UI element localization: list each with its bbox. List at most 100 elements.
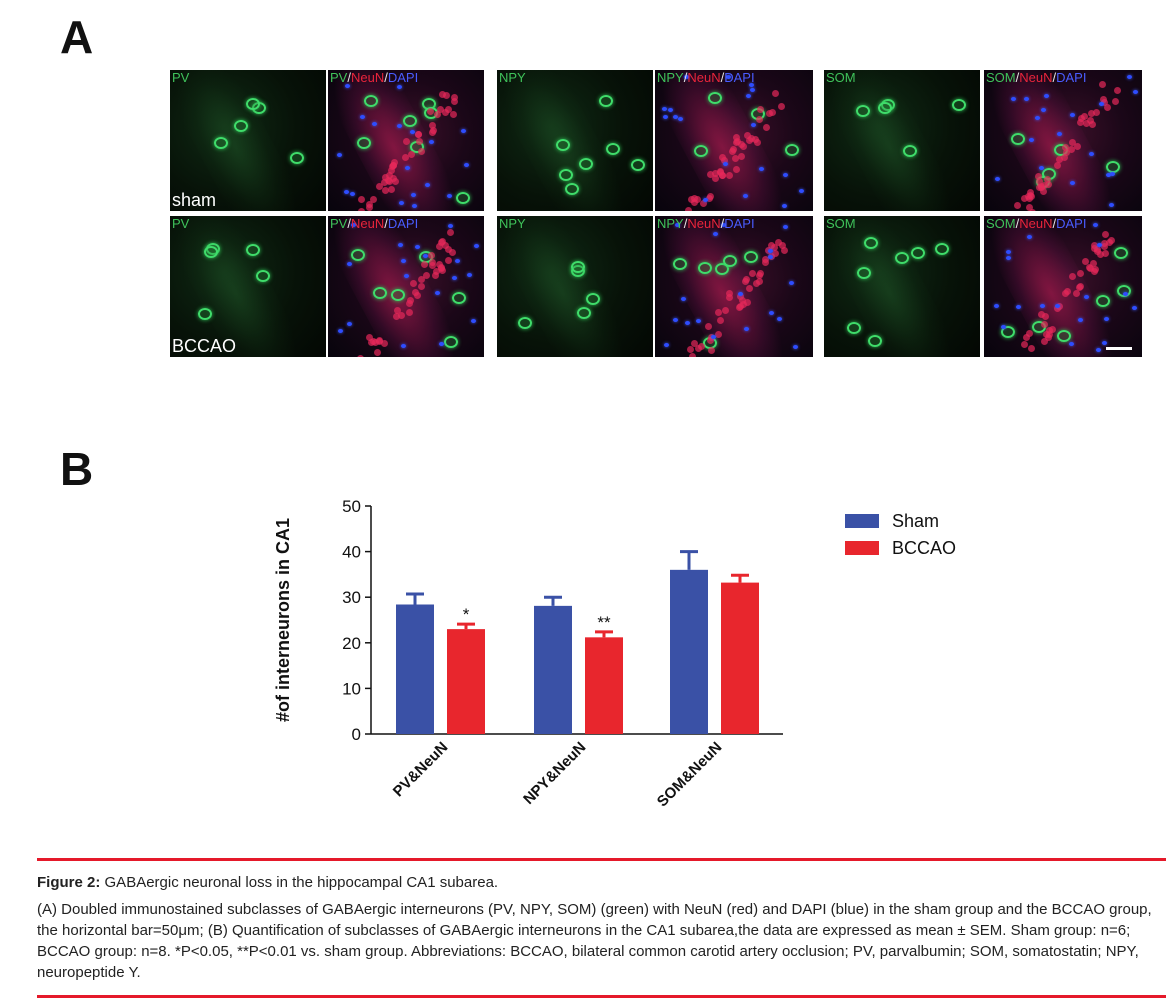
y-tick-label: 20 bbox=[342, 634, 361, 653]
dapi-nucleus bbox=[470, 319, 476, 324]
dapi-nucleus bbox=[423, 254, 429, 259]
dapi-nucleus bbox=[1040, 303, 1046, 308]
neun-cell bbox=[712, 175, 720, 183]
micrograph-tile: NPY/NeuN/DAPI bbox=[655, 70, 813, 211]
interneuron-cell bbox=[1096, 294, 1111, 307]
legend-swatch-bccao bbox=[845, 541, 879, 555]
interneuron-cell bbox=[350, 249, 365, 262]
neun-cell bbox=[718, 172, 726, 180]
neun-cell bbox=[769, 108, 777, 116]
neun-cell bbox=[445, 256, 453, 264]
neun-cell bbox=[1083, 120, 1090, 128]
legend-swatch-sham bbox=[845, 514, 879, 528]
caption-title-line: Figure 2: GABAergic neuronal loss in the… bbox=[37, 874, 498, 891]
dapi-nucleus bbox=[777, 317, 783, 322]
interneuron-cell bbox=[558, 168, 573, 181]
interneuron-cell bbox=[586, 293, 601, 306]
dapi-nucleus bbox=[399, 200, 405, 205]
neun-cell bbox=[357, 354, 365, 357]
dapi-nucleus bbox=[347, 322, 353, 327]
dapi-nucleus bbox=[1039, 166, 1045, 171]
interneuron-cell bbox=[902, 145, 917, 158]
channel-label: PV bbox=[172, 71, 189, 84]
neun-cell bbox=[1114, 87, 1121, 95]
dapi-nucleus bbox=[703, 198, 709, 203]
micrograph-tile: NPY bbox=[497, 216, 653, 357]
neun-cell bbox=[738, 140, 746, 148]
neun-cell bbox=[753, 279, 761, 287]
y-axis-label: #of interneurons in CA1 bbox=[273, 518, 293, 722]
neun-cell bbox=[721, 307, 729, 315]
neun-cell bbox=[429, 129, 436, 137]
interneuron-cell bbox=[364, 95, 379, 108]
interneuron-cell bbox=[856, 105, 871, 118]
interneuron-cell bbox=[246, 244, 261, 257]
neun-cell bbox=[445, 106, 453, 114]
neun-cell bbox=[1081, 258, 1089, 266]
interneuron-cell bbox=[402, 114, 417, 127]
dapi-nucleus bbox=[452, 275, 458, 280]
neun-cell bbox=[1027, 345, 1035, 353]
neun-cell bbox=[1026, 204, 1034, 211]
channel-label: SOM bbox=[826, 71, 856, 84]
dapi-nucleus bbox=[425, 182, 431, 187]
interneuron-cell bbox=[1057, 329, 1072, 342]
neun-cell bbox=[367, 339, 375, 347]
x-tick-label: PV&NeuN bbox=[390, 739, 452, 801]
dapi-nucleus bbox=[350, 191, 356, 196]
neun-cell bbox=[442, 91, 450, 99]
neun-cell bbox=[1087, 110, 1095, 118]
interneuron-cell bbox=[197, 308, 212, 321]
neun-cell bbox=[442, 108, 450, 116]
dapi-nucleus bbox=[994, 304, 1000, 309]
dapi-nucleus bbox=[1078, 318, 1084, 323]
interneuron-cell bbox=[673, 258, 688, 271]
neun-cell bbox=[1104, 104, 1112, 112]
caption-top-rule bbox=[37, 858, 1166, 861]
panel-a-letter: A bbox=[60, 11, 94, 63]
neun-cell bbox=[442, 241, 450, 249]
dapi-nucleus bbox=[788, 281, 794, 286]
neun-cell bbox=[398, 312, 406, 320]
dapi-nucleus bbox=[720, 222, 726, 227]
interneuron-cell bbox=[935, 243, 950, 256]
neun-cell bbox=[1027, 191, 1035, 199]
y-tick-label: 10 bbox=[342, 679, 361, 698]
neun-cell bbox=[1091, 268, 1099, 276]
dapi-nucleus bbox=[668, 108, 674, 113]
neun-cell bbox=[688, 196, 696, 204]
bar-chart: 0 10 20 30 40 50 #of interneurons in CA1 PV&Neu… bbox=[273, 497, 956, 810]
dapi-nucleus bbox=[1123, 291, 1129, 296]
neun-cell bbox=[406, 309, 414, 317]
channel-label-part: DAPI bbox=[1056, 216, 1087, 231]
interneuron-cell bbox=[577, 307, 592, 320]
dapi-nucleus bbox=[464, 163, 470, 168]
bar-bccao bbox=[721, 582, 759, 734]
dapi-nucleus bbox=[662, 115, 668, 120]
interneuron-cell bbox=[857, 267, 872, 280]
dapi-nucleus bbox=[371, 121, 377, 126]
dapi-nucleus bbox=[1043, 94, 1049, 99]
neun-cell bbox=[1034, 172, 1042, 180]
channel-label: NPY bbox=[499, 217, 526, 230]
interneuron-cell bbox=[214, 136, 229, 149]
dapi-nucleus bbox=[793, 345, 799, 350]
channel-label: PV/NeuN/DAPI bbox=[330, 71, 418, 84]
neun-cell bbox=[737, 152, 745, 160]
interneuron-cell bbox=[245, 98, 260, 111]
channel-label-part: SOM bbox=[986, 70, 1016, 85]
caption-bottom-rule bbox=[37, 995, 1166, 998]
neun-cell bbox=[1075, 284, 1083, 292]
channel-label-part: NeuN bbox=[687, 216, 721, 231]
dapi-nucleus bbox=[1131, 305, 1137, 310]
neun-cell bbox=[408, 150, 416, 158]
channel-label-part: DAPI bbox=[724, 216, 755, 231]
interneuron-cell bbox=[571, 261, 586, 274]
interneuron-cell bbox=[234, 119, 249, 132]
interneuron-cell bbox=[910, 247, 925, 260]
interneuron-cell bbox=[255, 270, 270, 283]
dapi-nucleus bbox=[672, 114, 678, 119]
interneuron-cell bbox=[698, 261, 713, 274]
neun-cell bbox=[771, 244, 779, 251]
neun-cell bbox=[434, 110, 442, 118]
